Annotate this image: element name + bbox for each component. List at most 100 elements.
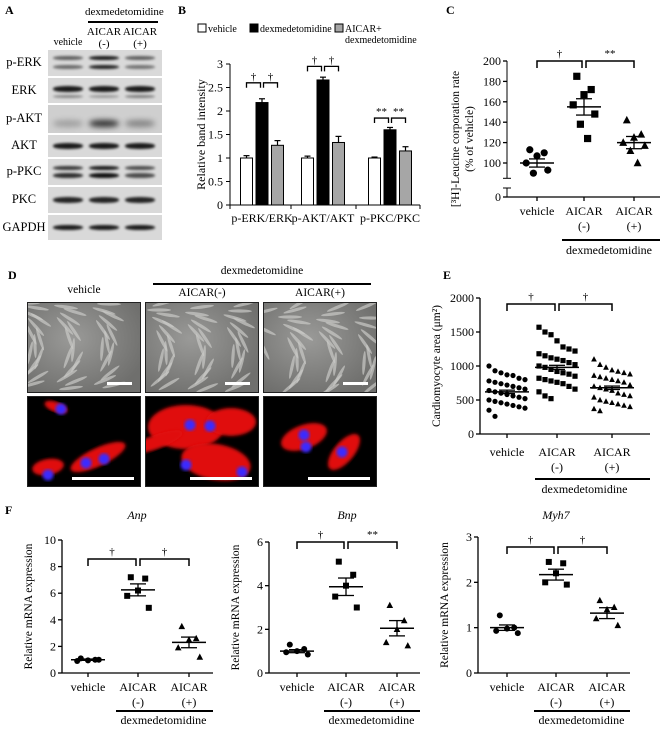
blot-band <box>53 173 83 178</box>
y-tick-label: 140 <box>483 115 501 129</box>
blot-strip <box>48 159 162 185</box>
blot-row-label: p-ERK <box>6 55 42 69</box>
significance-marker: † <box>109 546 115 558</box>
panel-label-b: B <box>178 3 187 17</box>
y-axis-label: Relative mRNA expression <box>230 544 242 670</box>
data-point-circle <box>496 612 503 619</box>
legend-label: AICAR+ <box>345 24 382 35</box>
blot-band <box>89 95 119 98</box>
scale-bar <box>308 477 370 480</box>
blot-strip <box>48 50 162 76</box>
fluorescence-image <box>27 396 141 487</box>
data-point-circle <box>522 386 528 392</box>
data-point-square <box>554 379 560 385</box>
data-point-square <box>142 575 149 582</box>
data-point-circle <box>544 166 552 174</box>
x-tick-label: AICAR <box>327 680 364 694</box>
y-tick-label: 0 <box>468 427 474 441</box>
data-point-circle <box>526 146 534 154</box>
data-point-triangle <box>621 391 627 397</box>
significance-marker: † <box>528 534 534 546</box>
blot-band <box>125 56 155 60</box>
data-point-triangle <box>591 356 597 362</box>
data-point-circle <box>498 370 504 376</box>
data-point-square <box>566 360 572 366</box>
significance-bracket <box>536 60 583 68</box>
data-point-triangle <box>627 403 633 410</box>
data-point-square <box>350 571 357 578</box>
significance-marker: † <box>318 529 324 541</box>
data-point-circle <box>283 649 290 656</box>
data-point-square <box>542 377 548 383</box>
y-tick-label: 200 <box>483 54 501 68</box>
data-point-square <box>587 85 595 94</box>
data-point-square <box>554 368 560 375</box>
data-point-triangle <box>621 369 627 376</box>
data-point-circle <box>492 379 498 385</box>
micro-column-label: AICAR(+) <box>295 287 345 299</box>
y-tick-label: 4 <box>257 579 263 593</box>
data-point-triangle <box>615 377 621 384</box>
data-point-circle <box>516 385 522 391</box>
group-label: dexmedetomidine <box>121 713 207 727</box>
significance-marker: † <box>162 546 168 558</box>
data-point-triangle <box>637 130 646 138</box>
data-point-square <box>548 378 554 384</box>
data-point-circle <box>516 375 522 381</box>
blot-band <box>53 86 83 92</box>
bar-1-1 <box>316 79 330 206</box>
data-point-triangle <box>633 158 642 167</box>
data-point-triangle <box>626 146 635 154</box>
significance-marker: † <box>251 71 257 83</box>
significance-bracket <box>558 303 613 311</box>
data-point-square <box>542 353 548 359</box>
y-tick-label: 180 <box>483 74 501 88</box>
blot-band <box>53 166 83 170</box>
y-axis-label: Cardiomyocyte area (μm²) <box>431 305 443 427</box>
data-point-triangle <box>609 399 615 406</box>
y-tick-label: 6 <box>50 586 56 600</box>
significance-bracket <box>506 303 556 311</box>
y-tick-label: 0 <box>495 190 501 204</box>
x-tick-label: AICAR <box>119 680 156 694</box>
data-point-square <box>560 560 567 567</box>
significance-bracket <box>306 65 323 72</box>
blot-band <box>89 65 119 69</box>
blot-band <box>89 143 119 149</box>
y-tick-label: 6 <box>257 535 263 549</box>
x-tick-label: (-) <box>578 219 590 233</box>
significance-marker: ** <box>367 529 378 541</box>
blot-group-label: dexmedetomidine <box>85 6 164 18</box>
data-point-circle <box>504 382 510 388</box>
data-point-square <box>566 383 572 389</box>
significance-bracket <box>323 65 340 72</box>
data-point-triangle <box>603 364 609 370</box>
blot-band <box>53 225 83 230</box>
bar-0-2 <box>271 144 284 206</box>
bar-2-1 <box>383 129 397 206</box>
panel-label-d: D <box>8 268 17 282</box>
blot-band <box>125 143 155 149</box>
data-point-square <box>573 72 581 80</box>
blot-row-label: ERK <box>11 82 37 97</box>
data-point-square <box>542 329 548 335</box>
y-tick-label: 2 <box>217 104 223 118</box>
significance-bracket <box>373 117 390 124</box>
data-point-circle <box>498 400 504 406</box>
data-point-triangle <box>597 373 603 380</box>
lane-label: vehicle <box>53 37 83 48</box>
scale-bar <box>343 382 368 385</box>
blot-band <box>53 143 83 149</box>
chart-title: Anp <box>126 508 146 522</box>
x-tick-label: (-) <box>340 695 352 709</box>
data-point-square <box>536 351 542 357</box>
lane-label: AICAR <box>122 26 158 38</box>
data-point-circle <box>504 401 510 407</box>
x-tick-label: (+) <box>182 695 197 709</box>
blot-strip <box>48 187 162 213</box>
data-point-square <box>554 338 560 344</box>
blot-strip <box>48 105 162 133</box>
data-point-square <box>563 581 570 588</box>
y-tick-label: 2 <box>257 622 263 636</box>
data-point-triangle <box>615 400 621 407</box>
